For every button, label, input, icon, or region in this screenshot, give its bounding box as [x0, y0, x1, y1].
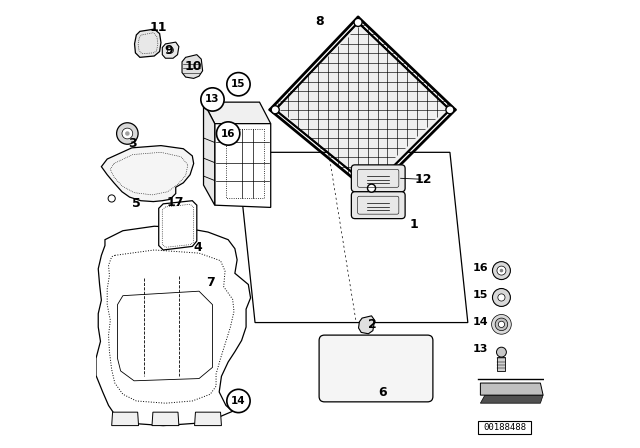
Circle shape: [227, 73, 250, 96]
Circle shape: [497, 347, 506, 357]
Circle shape: [367, 184, 376, 192]
Circle shape: [201, 88, 224, 111]
Text: 00188488: 00188488: [483, 423, 526, 432]
Text: 8: 8: [316, 15, 324, 28]
Circle shape: [116, 123, 138, 144]
Text: 2: 2: [369, 318, 377, 332]
Polygon shape: [152, 412, 179, 426]
Polygon shape: [195, 412, 221, 426]
Text: 14: 14: [472, 317, 488, 327]
Polygon shape: [96, 226, 250, 426]
Text: 15: 15: [231, 79, 246, 89]
Circle shape: [499, 321, 504, 327]
Circle shape: [122, 128, 132, 139]
FancyBboxPatch shape: [351, 165, 405, 192]
Text: 16: 16: [472, 263, 488, 273]
Polygon shape: [358, 316, 374, 334]
FancyBboxPatch shape: [319, 335, 433, 402]
Text: 9: 9: [164, 43, 173, 57]
Polygon shape: [111, 412, 138, 426]
Text: 13: 13: [473, 344, 488, 353]
Circle shape: [446, 106, 454, 114]
Circle shape: [354, 18, 362, 26]
Circle shape: [167, 47, 173, 53]
FancyBboxPatch shape: [351, 192, 405, 219]
Circle shape: [492, 314, 511, 334]
Text: 10: 10: [185, 60, 202, 73]
Polygon shape: [159, 201, 196, 250]
Text: 15: 15: [473, 290, 488, 300]
Polygon shape: [214, 124, 271, 207]
Text: 3: 3: [129, 137, 137, 150]
Circle shape: [216, 122, 240, 145]
Polygon shape: [204, 102, 214, 205]
Polygon shape: [134, 29, 161, 57]
Polygon shape: [204, 102, 271, 124]
Circle shape: [108, 195, 115, 202]
Polygon shape: [237, 152, 468, 323]
Circle shape: [495, 318, 508, 331]
Text: 11: 11: [150, 21, 168, 34]
Polygon shape: [481, 395, 543, 403]
Circle shape: [497, 266, 506, 275]
Bar: [477, 421, 531, 434]
Text: 12: 12: [414, 172, 432, 186]
Polygon shape: [275, 22, 450, 188]
Polygon shape: [481, 383, 543, 395]
Circle shape: [493, 289, 510, 306]
Text: 1: 1: [410, 217, 419, 231]
Text: 13: 13: [205, 95, 220, 104]
Circle shape: [271, 106, 279, 114]
Circle shape: [227, 389, 250, 413]
Circle shape: [500, 269, 503, 272]
Text: 5: 5: [132, 197, 141, 211]
Text: 17: 17: [167, 196, 184, 209]
Circle shape: [498, 294, 505, 301]
Text: 4: 4: [194, 241, 202, 254]
Polygon shape: [101, 146, 194, 202]
Polygon shape: [182, 55, 203, 78]
Circle shape: [125, 131, 129, 136]
Text: 7: 7: [206, 276, 214, 289]
Text: 16: 16: [221, 129, 236, 138]
Text: 14: 14: [231, 396, 246, 406]
Bar: [497, 357, 506, 371]
Polygon shape: [163, 42, 179, 58]
Circle shape: [493, 262, 510, 280]
Text: 6: 6: [378, 385, 387, 399]
